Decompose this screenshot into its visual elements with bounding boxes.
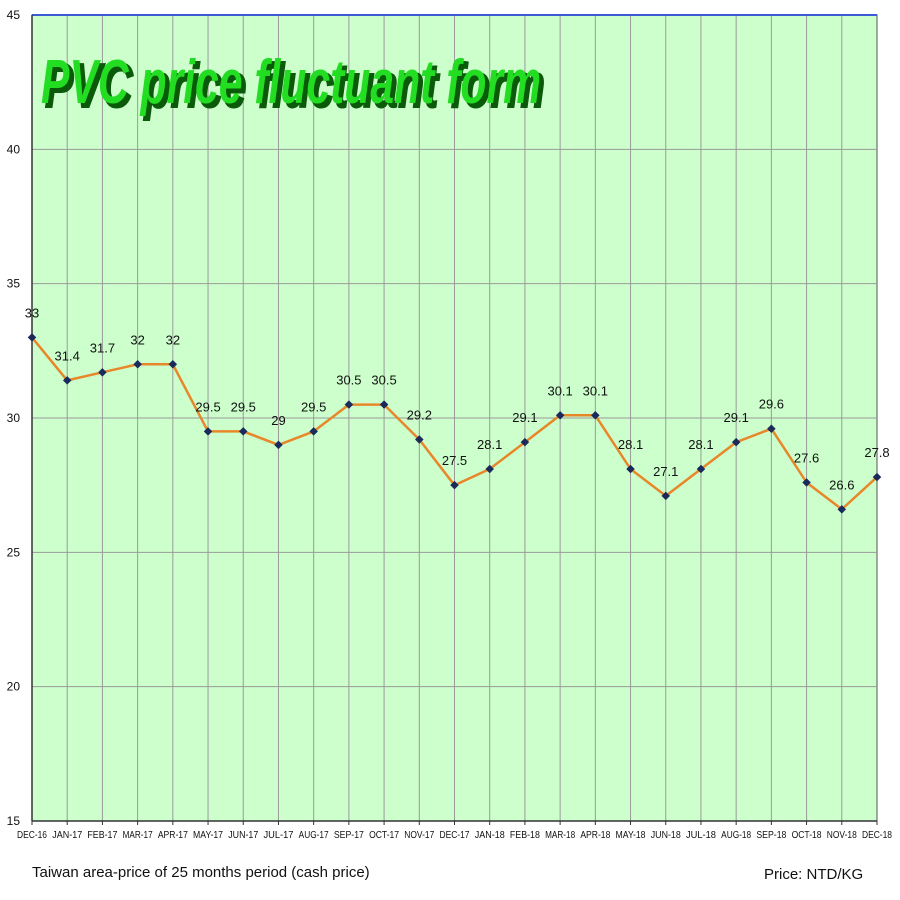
x-tick-label: AUG-17 xyxy=(299,830,329,841)
data-label: 30.5 xyxy=(336,373,361,388)
data-label: 30.1 xyxy=(547,383,572,398)
data-point xyxy=(309,427,319,436)
x-tick-label: NOV-17 xyxy=(404,830,434,841)
data-label: 28.1 xyxy=(618,437,643,452)
data-label: 30.1 xyxy=(583,383,608,398)
data-label: 29.1 xyxy=(724,410,749,425)
y-tick-label: 20 xyxy=(7,680,21,694)
data-label: 28.1 xyxy=(477,437,502,452)
x-tick-label: JAN-17 xyxy=(52,830,82,841)
data-point xyxy=(802,478,811,487)
x-tick-label: AUG-18 xyxy=(721,830,751,841)
x-tick-label: FEB-17 xyxy=(87,830,117,841)
x-tick-label: DEC-18 xyxy=(862,830,892,841)
data-point xyxy=(62,376,72,385)
x-tick-label: APR-17 xyxy=(158,830,188,841)
data-labels: 33 31.4 31.7 32 32 29.5 29.5 29 29.5 30.5 30.5 29.2… xyxy=(25,305,890,492)
x-tick-label: OCT-17 xyxy=(369,830,399,841)
x-tick-label: MAR-18 xyxy=(545,830,575,841)
data-label: 29 xyxy=(271,413,285,428)
y-tick-label: 25 xyxy=(7,545,21,559)
y-tick-label: 30 xyxy=(7,411,21,425)
grid-lines xyxy=(32,15,877,821)
data-point xyxy=(520,437,530,447)
x-tick-labels: DEC-16 JAN-17 FEB-17 MAR-17 APR-17 MAY-17 JUN-… xyxy=(17,821,892,841)
x-tick-label: DEC-17 xyxy=(440,830,470,841)
x-tick-label: MAY-18 xyxy=(616,830,646,841)
y-tick-label: 45 xyxy=(7,8,21,22)
x-tick-label: SEP-17 xyxy=(334,830,364,841)
data-point xyxy=(274,440,283,450)
chart-title: PVC price fluctuant form xyxy=(41,48,541,117)
data-label: 29.5 xyxy=(301,399,326,414)
price-series xyxy=(27,333,882,514)
x-tick-label: JAN-18 xyxy=(475,830,505,841)
data-point xyxy=(626,464,635,474)
data-point xyxy=(238,427,248,436)
y-tick-label: 35 xyxy=(7,277,21,291)
data-label: 26.6 xyxy=(829,477,854,492)
data-label: 27.5 xyxy=(442,453,467,468)
chart-title-shadow: PVC price fluctuant form xyxy=(45,52,545,121)
data-point xyxy=(696,464,706,474)
footnote-period: Taiwan area-price of 25 months period (c… xyxy=(32,864,370,881)
x-tick-label: DEC-16 xyxy=(17,830,47,841)
data-label: 32 xyxy=(166,332,180,347)
data-point xyxy=(837,504,847,514)
data-point xyxy=(555,410,565,420)
data-label: 32 xyxy=(130,332,144,347)
data-point xyxy=(98,367,107,377)
data-point xyxy=(168,359,178,369)
data-point xyxy=(485,464,495,474)
data-label: 29.1 xyxy=(512,410,537,425)
x-tick-label: OCT-18 xyxy=(792,830,822,841)
footnote-unit: Price: NTD/KG xyxy=(764,866,864,883)
data-point xyxy=(133,359,142,369)
data-point xyxy=(731,437,741,447)
data-label: 27.8 xyxy=(864,445,889,460)
data-label: 29.2 xyxy=(407,407,432,422)
data-label: 28.1 xyxy=(688,437,713,452)
data-label: 30.5 xyxy=(371,373,396,388)
y-tick-labels: 15 20 25 30 35 40 45 xyxy=(7,8,21,828)
data-point xyxy=(203,427,213,436)
y-tick-label: 40 xyxy=(7,142,21,156)
x-tick-label: JUN-17 xyxy=(228,830,258,841)
data-point xyxy=(27,333,37,342)
x-tick-label: JUN-18 xyxy=(651,830,681,841)
data-point xyxy=(767,424,776,434)
data-label: 31.4 xyxy=(55,348,80,363)
data-label: 27.1 xyxy=(653,464,678,479)
data-point xyxy=(661,491,671,501)
y-tick-label: 15 xyxy=(7,814,21,828)
data-label: 31.7 xyxy=(90,340,115,355)
data-point xyxy=(379,400,389,409)
data-point xyxy=(590,410,600,420)
x-tick-label: FEB-18 xyxy=(510,830,540,841)
data-label: 27.6 xyxy=(794,450,819,465)
x-tick-label: SEP-18 xyxy=(756,830,786,841)
x-tick-label: JUL-18 xyxy=(686,830,716,841)
data-label: 29.5 xyxy=(231,399,256,414)
data-label: 33 xyxy=(25,305,39,320)
data-point xyxy=(414,435,424,444)
data-label: 29.6 xyxy=(759,397,784,412)
x-tick-label: MAR-17 xyxy=(123,830,153,841)
x-tick-label: NOV-18 xyxy=(827,830,857,841)
x-tick-label: MAY-17 xyxy=(193,830,223,841)
data-point xyxy=(872,472,882,482)
data-label: 29.5 xyxy=(195,399,220,414)
data-point xyxy=(450,480,459,490)
data-point xyxy=(344,400,354,409)
x-tick-label: JUL-17 xyxy=(263,830,293,841)
x-tick-label: APR-18 xyxy=(580,830,610,841)
